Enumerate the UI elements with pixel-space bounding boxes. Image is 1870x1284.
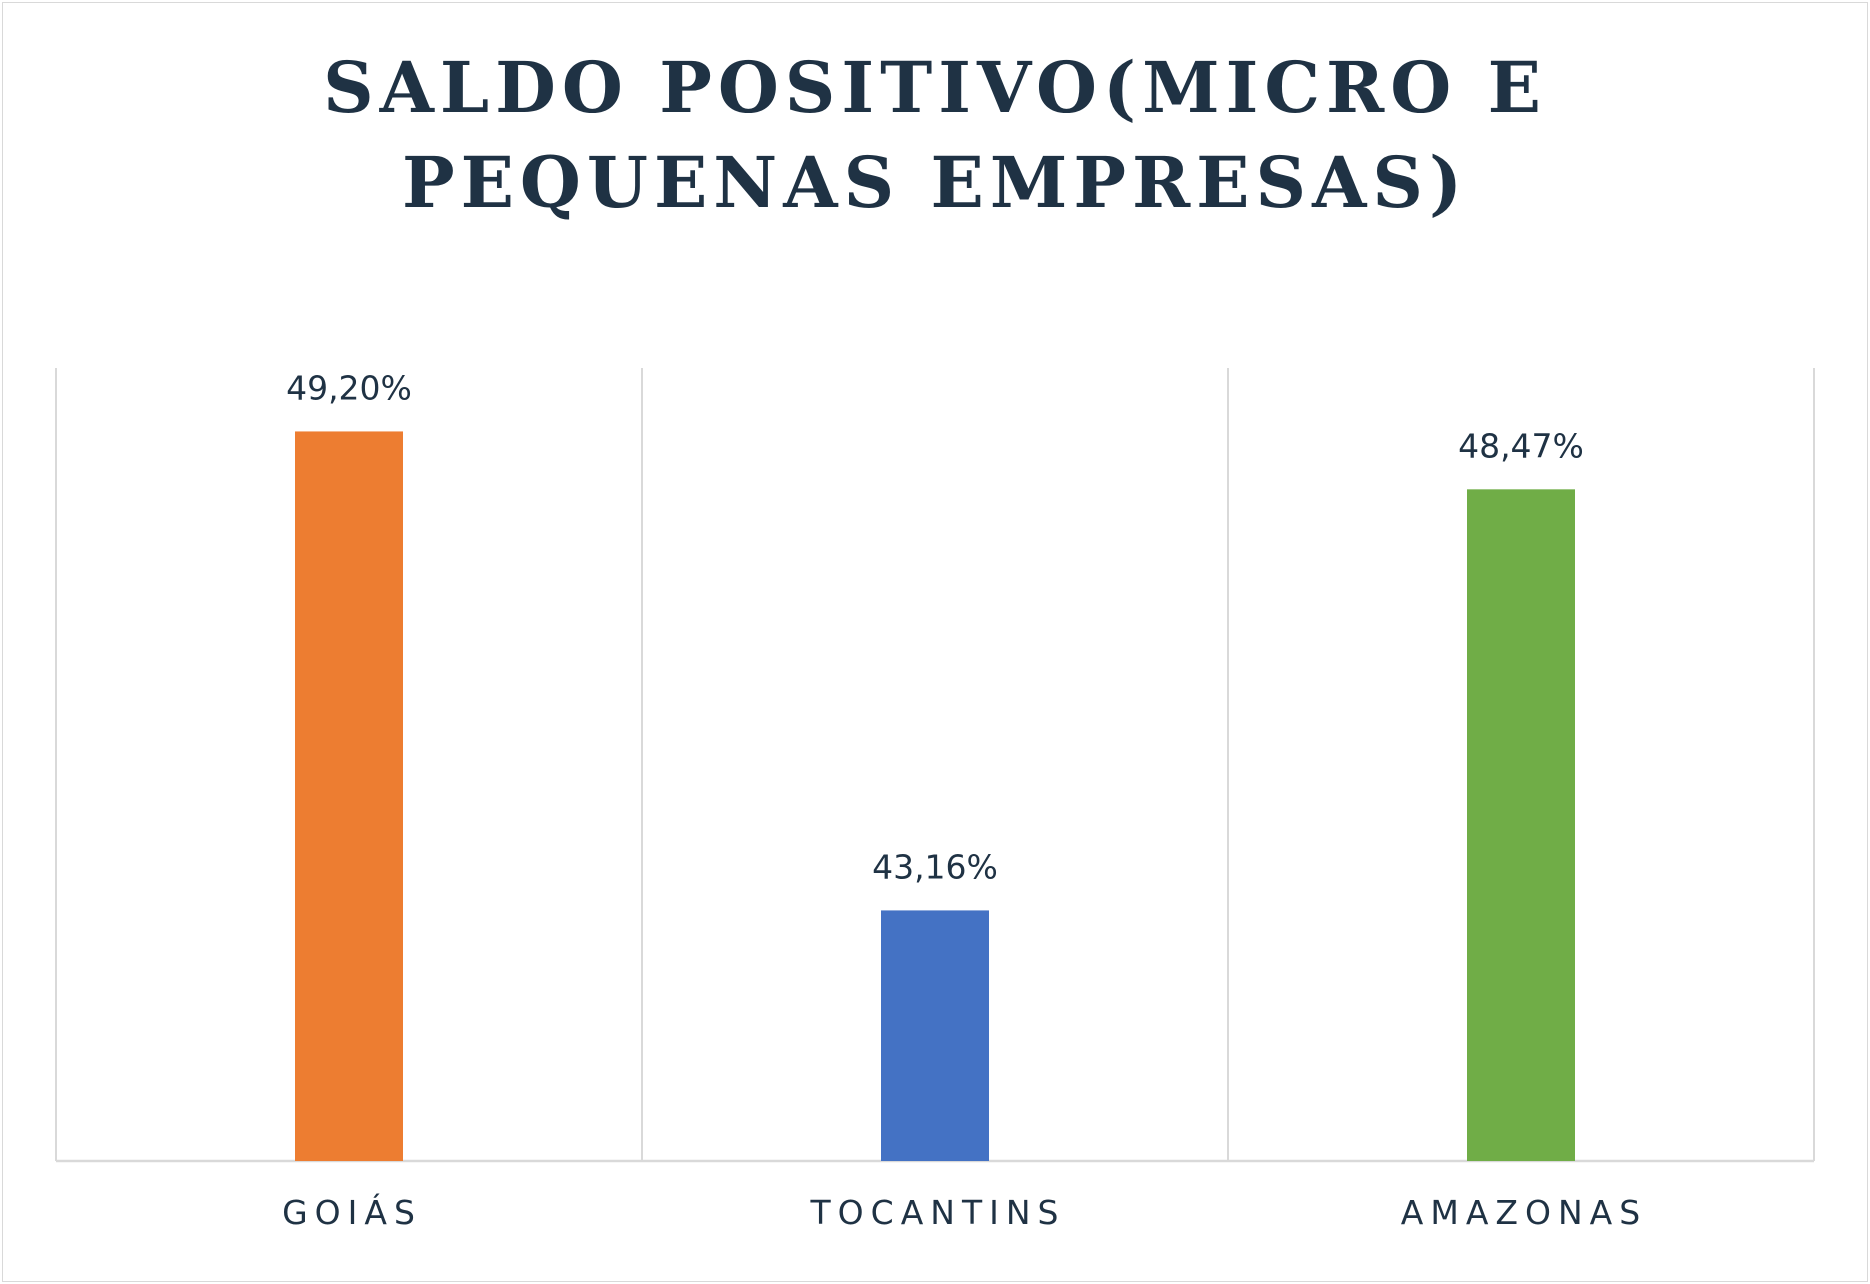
data-label-amazonas: 48,47% <box>1458 426 1584 465</box>
chart-title-line-2: PEQUENAS EMPRESAS) <box>402 141 1468 224</box>
chart-title-line-1: SALDO POSITIVO(MICRO E <box>323 46 1547 129</box>
category-label-amazonas: AMAZONAS <box>1401 1193 1647 1232</box>
category-label-goias: GOIÁS <box>282 1192 422 1232</box>
bar-tocantins <box>881 910 989 1161</box>
data-label-goias: 49,20% <box>286 368 412 407</box>
bar-goias <box>295 431 403 1161</box>
data-label-tocantins: 43,16% <box>872 847 998 886</box>
bar-amazonas <box>1467 489 1575 1162</box>
plot-area: 49,20% GOIÁS 43,16% TOCANTINS 48,47% AMAZONAS <box>55 368 1815 1232</box>
category-label-tocantins: TOCANTINS <box>810 1193 1066 1232</box>
